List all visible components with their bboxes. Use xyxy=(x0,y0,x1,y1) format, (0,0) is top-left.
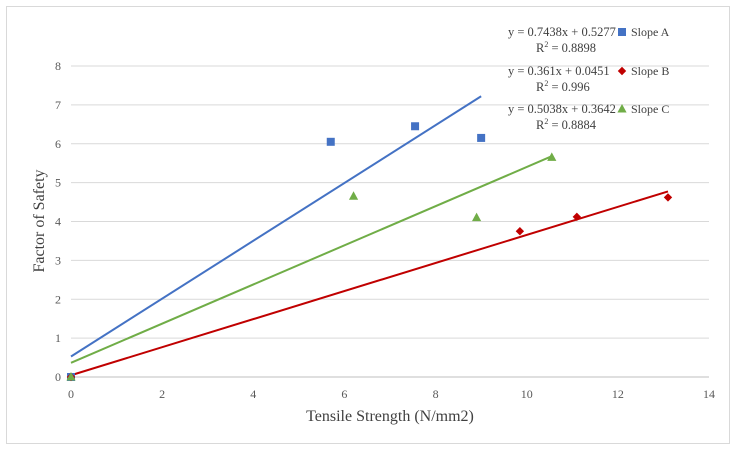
data-point-slope-a xyxy=(411,122,420,131)
legend-label: Slope A xyxy=(631,25,670,39)
data-points xyxy=(66,122,673,382)
y-tick-label: 6 xyxy=(55,137,61,151)
trendline-slope-b xyxy=(70,190,669,377)
data-point-slope-c xyxy=(66,372,76,381)
x-tick-label: 6 xyxy=(341,387,347,401)
trendline-slope-a xyxy=(70,95,482,358)
data-point-slope-a xyxy=(326,137,335,146)
legend: Slope A Slope B Slope C xyxy=(617,25,670,116)
legend-marker-slope-a xyxy=(618,28,626,36)
y-tick-label: 7 xyxy=(55,98,61,112)
data-point-slope-c xyxy=(348,191,359,200)
trendlines xyxy=(70,95,669,377)
trendline-equation: y = 0.5038x + 0.3642 xyxy=(508,102,616,116)
legend-label: Slope C xyxy=(631,102,669,116)
x-tick-label: 2 xyxy=(159,387,165,401)
trendline-slope-c xyxy=(70,155,553,364)
legend-marker-slope-c xyxy=(617,104,627,113)
r-squared-label: R2 = 0.8898 xyxy=(536,40,596,55)
y-tick-label: 8 xyxy=(55,59,61,73)
x-tick-label: 0 xyxy=(68,387,74,401)
gridlines xyxy=(71,65,709,339)
data-point-slope-a xyxy=(477,133,486,142)
r-squared-exponent: 2 xyxy=(544,117,548,126)
trendline-equation: y = 0.361x + 0.0451 xyxy=(508,64,610,78)
r-squared-symbol: R xyxy=(536,118,545,132)
data-point-slope-c xyxy=(547,152,557,161)
y-tick-label: 3 xyxy=(55,253,61,267)
r-squared-label: R2 = 0.8884 xyxy=(536,117,597,132)
y-tick-label: 2 xyxy=(55,292,61,306)
legend-label: Slope B xyxy=(631,64,669,78)
r-squared-symbol: R xyxy=(536,80,545,94)
data-point-slope-c xyxy=(471,212,482,222)
y-axis-title: Factor of Safety xyxy=(31,169,48,272)
r-squared-value: = 0.8898 xyxy=(548,41,596,55)
x-tick-label: 4 xyxy=(250,387,256,401)
r-squared-exponent: 2 xyxy=(544,79,548,88)
x-axis-title: Tensile Strength (N/mm2) xyxy=(306,408,474,425)
x-tick-label: 10 xyxy=(521,387,533,401)
data-point-slope-b xyxy=(663,193,673,202)
y-tick-label: 4 xyxy=(55,215,61,229)
y-tick-label: 1 xyxy=(55,331,61,345)
data-point-slope-b xyxy=(515,227,525,236)
x-tick-label: 8 xyxy=(433,387,439,401)
chart-frame xyxy=(6,6,730,444)
r-squared-symbol: R xyxy=(536,41,545,55)
r-squared-label: R2 = 0.996 xyxy=(536,79,590,94)
x-tick-label: 12 xyxy=(612,387,624,401)
trendline-equation: y = 0.7438x + 0.5277 xyxy=(508,25,616,39)
data-point-slope-b xyxy=(572,212,582,222)
r-squared-value: = 0.996 xyxy=(548,80,589,94)
legend-marker-slope-b xyxy=(617,66,627,76)
r-squared-value: = 0.8884 xyxy=(548,118,596,132)
y-tick-label: 0 xyxy=(55,370,61,384)
y-tick-label: 5 xyxy=(55,176,61,190)
r-squared-exponent: 2 xyxy=(544,40,548,49)
x-tick-label: 14 xyxy=(703,387,715,401)
